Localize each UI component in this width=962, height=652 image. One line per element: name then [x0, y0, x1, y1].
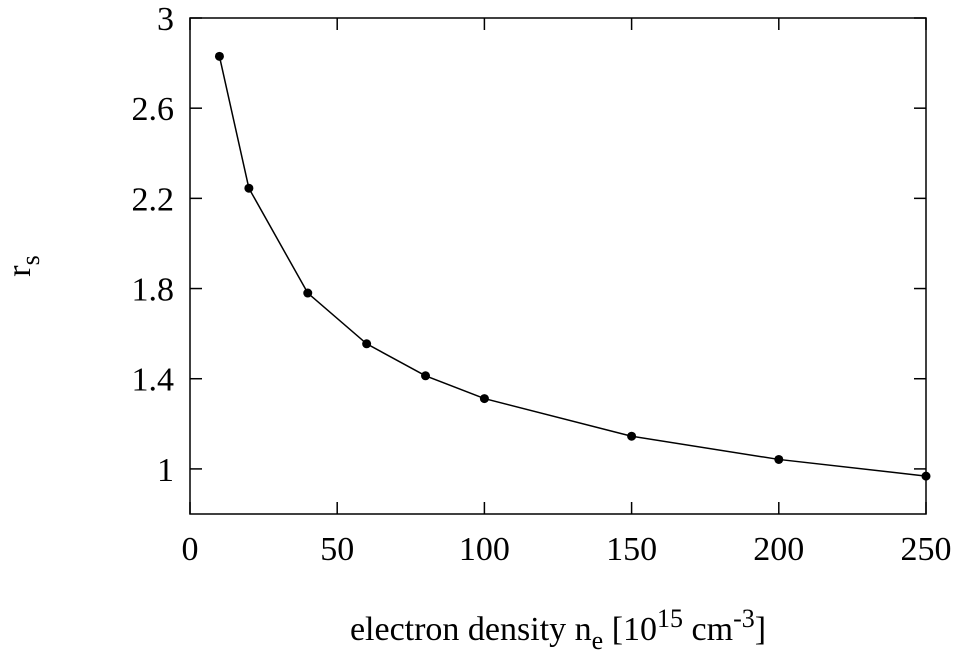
- y-tick-label: 1.4: [132, 362, 175, 399]
- y-tick-label: 2.6: [132, 91, 175, 128]
- data-point: [303, 288, 313, 298]
- data-point: [362, 339, 372, 349]
- data-point: [244, 183, 254, 193]
- y-tick-label: 3: [157, 1, 174, 38]
- y-axis-ticks: 1 1.4 1.8 2.2 2.6 3: [132, 1, 926, 489]
- y-tick-label: 1: [157, 452, 174, 489]
- x-tick-label: 0: [182, 531, 199, 568]
- y-tick-label: 1.8: [132, 272, 175, 309]
- x-axis-ticks: 0 50 100 150 200 250: [182, 18, 952, 568]
- data-point: [627, 431, 637, 441]
- data-point: [421, 371, 431, 381]
- x-tick-label: 50: [320, 531, 354, 568]
- series-line: [218, 56, 927, 477]
- data-point: [774, 454, 784, 464]
- y-tick-label: 2.2: [132, 181, 175, 218]
- data-point: [921, 471, 931, 481]
- x-tick-label: 250: [901, 531, 952, 568]
- x-axis-label: electron density ne [1015 cm-3]: [350, 604, 766, 652]
- y-axis-label: rs: [1, 255, 45, 276]
- data-point: [214, 51, 224, 61]
- x-tick-label: 200: [753, 531, 804, 568]
- data-point: [479, 394, 489, 404]
- plot-frame: [189, 17, 927, 515]
- x-tick-label: 150: [606, 531, 657, 568]
- series-layer: [214, 51, 931, 481]
- x-tick-label: 100: [459, 531, 510, 568]
